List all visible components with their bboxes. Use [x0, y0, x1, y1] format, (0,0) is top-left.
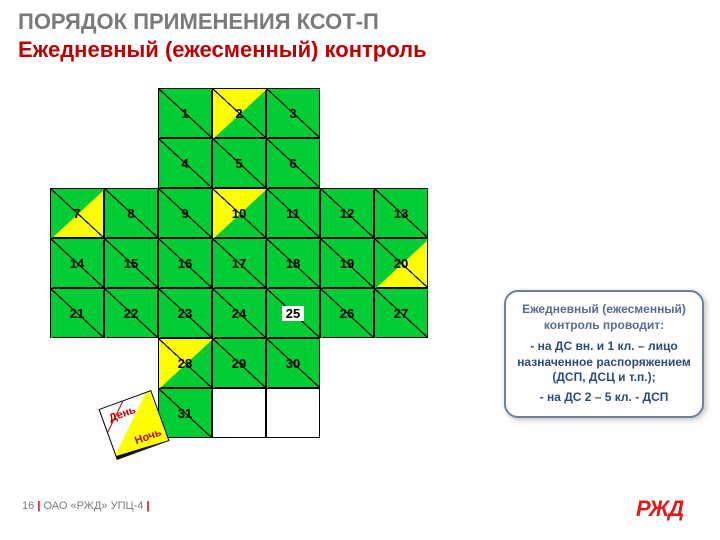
calendar-cell: 22: [104, 288, 158, 338]
calendar-cell: [320, 338, 374, 388]
footer: 16 | ОАО «РЖД» УПЦ-4 | РЖД: [0, 500, 720, 524]
footer-org: ОАО «РЖД» УПЦ-4: [43, 500, 143, 512]
calendar-cell: [104, 138, 158, 188]
callout-header: Ежедневный (ежесменный) контроль проводи…: [516, 302, 692, 333]
footer-sep2: |: [146, 500, 149, 512]
calendar-cell: [50, 388, 104, 438]
calendar-cell: 29: [212, 338, 266, 388]
calendar-cell: 5: [212, 138, 266, 188]
calendar-cell: [374, 338, 428, 388]
calendar-cell: 25: [266, 288, 320, 338]
title-bar: ПОРЯДОК ПРИМЕНЕНИЯ КСОТ-П Ежедневный (еж…: [0, 0, 720, 75]
calendar: 1234567891011121314151617181920212223242…: [50, 88, 428, 438]
calendar-cell: 27: [374, 288, 428, 338]
calendar-cell: 24: [212, 288, 266, 338]
calendar-cell: 21: [50, 288, 104, 338]
calendar-cell: 30: [266, 338, 320, 388]
calendar-cell: 1: [158, 88, 212, 138]
calendar-cell: [374, 138, 428, 188]
calendar-cell: 18: [266, 238, 320, 288]
calendar-cell: 28: [158, 338, 212, 388]
callout-box: Ежедневный (ежесменный) контроль проводи…: [504, 290, 704, 418]
calendar-cell: [212, 388, 266, 438]
calendar-cell: [374, 88, 428, 138]
calendar-cell: [50, 138, 104, 188]
title-line2: Ежедневный (ежесменный) контроль: [18, 36, 720, 64]
footer-meta: 16 | ОАО «РЖД» УПЦ-4 |: [22, 500, 150, 512]
calendar-cell: 13: [374, 188, 428, 238]
calendar-cell: 3: [266, 88, 320, 138]
calendar-cell: [50, 338, 104, 388]
calendar-cell: [104, 338, 158, 388]
calendar-cell: 14: [50, 238, 104, 288]
calendar-cell: 23: [158, 288, 212, 338]
calendar-cell: [320, 138, 374, 188]
calendar-cell: 9: [158, 188, 212, 238]
logo-text: РЖД: [636, 496, 684, 521]
callout-item-0: - на ДС вн. и 1 кл. – лицо назначенное р…: [516, 339, 692, 386]
calendar-cell: 2: [212, 88, 266, 138]
calendar-cell: 12: [320, 188, 374, 238]
callout-item-1: - на ДС 2 – 5 кл. - ДСП: [516, 390, 692, 406]
title-line1: ПОРЯДОК ПРИМЕНЕНИЯ КСОТ-П: [18, 8, 720, 36]
calendar-cell: 7: [50, 188, 104, 238]
calendar-cell: 8: [104, 188, 158, 238]
calendar-cell: 10: [212, 188, 266, 238]
page-number: 16: [22, 500, 34, 512]
calendar-cell: 16: [158, 238, 212, 288]
calendar-cell: [104, 88, 158, 138]
calendar-cell: [320, 88, 374, 138]
calendar-cell: [266, 388, 320, 438]
calendar-cell: 11: [266, 188, 320, 238]
rzd-logo: РЖД: [636, 494, 698, 524]
calendar-cell: 20: [374, 238, 428, 288]
calendar-cell: 6: [266, 138, 320, 188]
calendar-cell: 15: [104, 238, 158, 288]
calendar-cell: [374, 388, 428, 438]
calendar-cell: 4: [158, 138, 212, 188]
calendar-cell: 19: [320, 238, 374, 288]
calendar-cell: [50, 88, 104, 138]
calendar-cell: 17: [212, 238, 266, 288]
calendar-cell: [320, 388, 374, 438]
calendar-cell: 26: [320, 288, 374, 338]
